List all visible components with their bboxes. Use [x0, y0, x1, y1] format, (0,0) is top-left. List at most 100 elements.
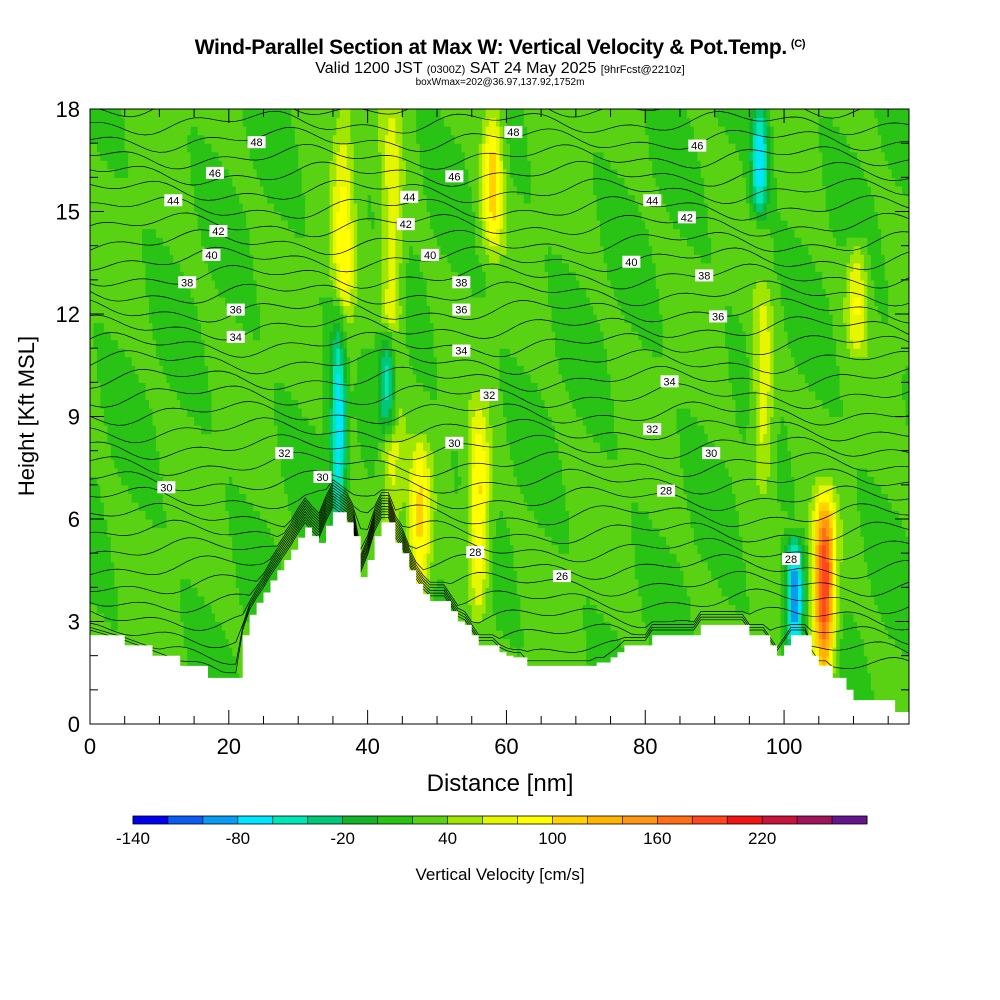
- contour-label: 48: [247, 136, 266, 149]
- colorbar-swatch: [727, 816, 763, 824]
- contour-label: 48: [504, 125, 523, 139]
- colorbar-swatch: [133, 816, 169, 824]
- contour-label: 36: [709, 310, 728, 323]
- theta-contour: [90, 229, 909, 256]
- contour-label: 40: [202, 248, 221, 262]
- x-tick-label: 40: [355, 734, 379, 759]
- theta-contour: [90, 0, 909, 15]
- theta-contour: [90, 498, 909, 631]
- colorbar-swatch: [202, 816, 239, 824]
- theta-contour: [90, 59, 909, 84]
- contour-label: 34: [660, 375, 679, 388]
- contour-label: 28: [466, 546, 485, 559]
- theta-contour: [90, 479, 909, 512]
- theta-contour: [90, 492, 909, 597]
- theta-contour: [90, 383, 909, 409]
- contour-label: 30: [157, 481, 176, 494]
- x-tick-label: 0: [84, 734, 96, 759]
- chart-subtitle: Valid 1200 JST (0300Z) SAT 24 May 2025 […: [0, 60, 1000, 78]
- colorbar-tick-label: 100: [538, 829, 566, 848]
- x-axis-label: Distance [nm]: [427, 770, 574, 797]
- contour-label: 34: [226, 330, 245, 344]
- theta-contour: [90, 349, 909, 375]
- theta-contour: [90, 434, 909, 461]
- contour-label: 26: [552, 570, 571, 583]
- y-axis-label: Height [Kft MSL]: [14, 336, 39, 496]
- y-tick-label: 0: [68, 712, 80, 737]
- theta-contour: [90, 468, 909, 495]
- colorbar-swatch: [167, 816, 204, 824]
- colorbar-swatch: [552, 816, 588, 824]
- theta-contour: [90, 25, 909, 50]
- contour-label: 46: [688, 139, 707, 153]
- theta-contours: [90, 0, 909, 674]
- theta-contour: [90, 143, 909, 170]
- colorbar-tick-label: -20: [330, 829, 355, 848]
- colorbar-swatch: [622, 816, 658, 824]
- contour-label: 28: [782, 553, 801, 566]
- colorbar-tick-label: 40: [438, 829, 457, 848]
- contour-label: 28: [657, 484, 676, 498]
- y-tick-label: 9: [68, 405, 80, 430]
- contour-label: 46: [445, 170, 464, 183]
- colorbar-tick-label: -140: [116, 829, 150, 848]
- colorbar-swatch: [797, 816, 833, 824]
- valid-date: SAT 24 May 2025: [469, 60, 597, 77]
- theta-contour: [90, 451, 909, 478]
- theta-contour: [90, 490, 909, 580]
- contour-label: 30: [313, 471, 332, 484]
- vertical-velocity-field: [90, 109, 909, 724]
- contour-label: 32: [480, 389, 499, 402]
- contour-label: 42: [209, 225, 228, 238]
- colorbar-swatch: [412, 816, 448, 824]
- theta-contour: [90, 298, 909, 324]
- colorbar-swatch: [307, 816, 344, 824]
- valid-utc: (0300Z): [426, 64, 466, 76]
- colorbar-tick-label: 220: [748, 829, 776, 848]
- theta-contour: [90, 487, 909, 563]
- contour-labels: 30 32 30 34 36 38 40 42 44 46 48 44 42 40 46 48 38 36 34 32…: [157, 125, 801, 583]
- colorbar-swatch: [482, 816, 518, 824]
- colorbar: -140 -80 -20 40 100 160 220: [116, 815, 868, 848]
- y-tick-label: 3: [68, 610, 80, 635]
- colorbar-swatch: [342, 816, 379, 824]
- contour-label: 30: [702, 447, 721, 460]
- contour-label: 38: [452, 276, 471, 289]
- colorbar-label: Vertical Velocity [cm/s]: [415, 865, 584, 884]
- colorbar-swatch: [377, 816, 414, 824]
- colorbar-tick-label: -80: [226, 829, 251, 848]
- theta-contour: [90, 417, 909, 444]
- colorbar-swatch: [517, 816, 553, 824]
- theta-contour: [90, 365, 909, 392]
- colorbar-swatch: [657, 816, 693, 824]
- forecast-info: [9hrFcst@2210z]: [600, 64, 685, 76]
- contour-label: 36: [452, 303, 471, 317]
- theta-contour: [90, 42, 909, 67]
- contour-label: 40: [622, 255, 641, 269]
- valid-time: Valid 1200 JST: [315, 60, 423, 77]
- colorbar-swatch: [832, 816, 868, 824]
- y-tick-label: 6: [68, 507, 80, 532]
- colorbar-swatch: [587, 816, 623, 824]
- colorbar-swatch: [272, 816, 309, 824]
- chart-title: Wind-Parallel Section at Max W: Vertical…: [194, 36, 806, 59]
- contour-label: 42: [677, 211, 696, 224]
- theta-contour: [90, 331, 909, 358]
- y-tick-label: 15: [56, 200, 80, 225]
- contour-label: 44: [400, 190, 419, 204]
- copyright-mark: (C): [790, 38, 806, 50]
- theta-contour: [90, 503, 909, 665]
- contour-label: 38: [695, 269, 714, 282]
- theta-contour: [90, 160, 909, 187]
- x-tick-label: 60: [494, 734, 518, 759]
- theta-contour: [90, 314, 909, 341]
- theta-contour: [90, 501, 909, 649]
- contour-label: 44: [643, 194, 662, 207]
- theta-contour: [90, 126, 909, 153]
- terrain: [90, 512, 909, 724]
- y-tick-label: 12: [56, 302, 80, 327]
- theta-contour: [90, 263, 909, 290]
- theta-contour: [90, 495, 909, 614]
- contour-label: 32: [275, 447, 294, 460]
